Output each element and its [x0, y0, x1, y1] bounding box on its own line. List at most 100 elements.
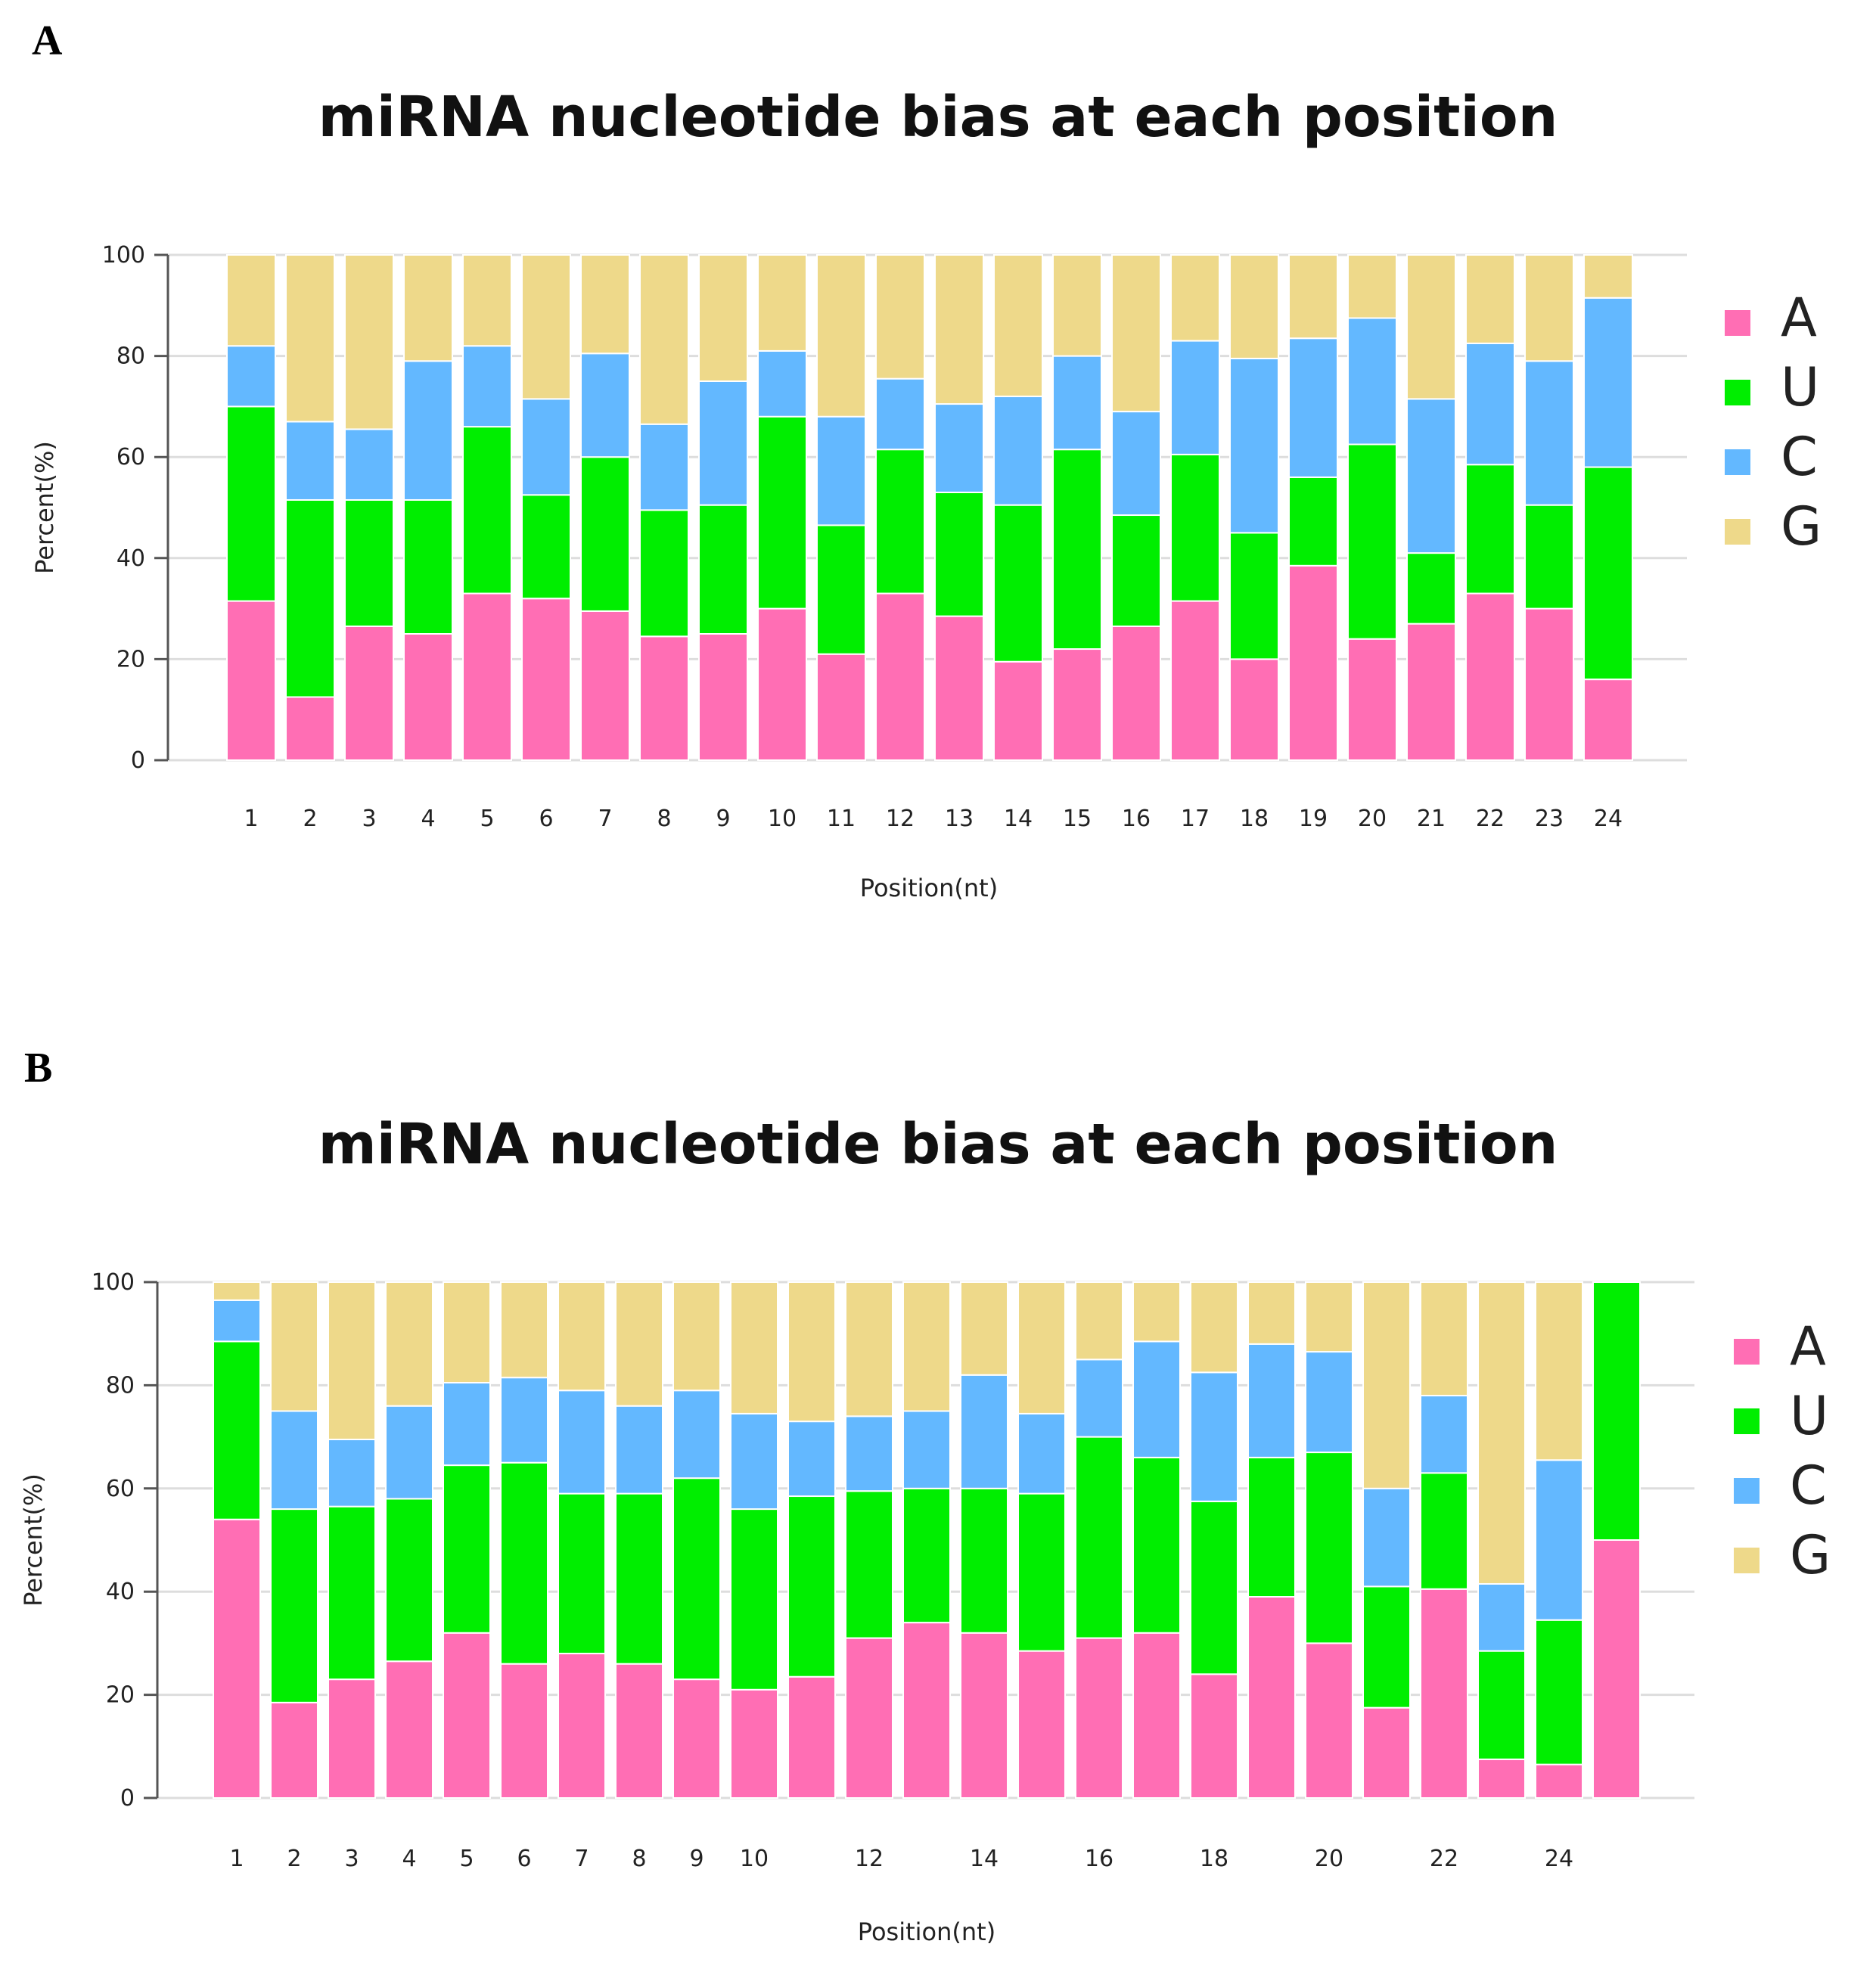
a-bar-17-A — [1170, 600, 1220, 761]
a-bar-17-U — [1170, 453, 1220, 602]
a-bar-17-C — [1170, 340, 1220, 455]
b-bar-2-U — [270, 1508, 318, 1703]
b-ytick-label: 40 — [106, 1579, 135, 1605]
b-bar-22-U — [1420, 1472, 1468, 1590]
b-bar-4-U — [385, 1498, 433, 1663]
b-bar-12-A — [845, 1637, 893, 1799]
a-legend-swatch-G — [1725, 519, 1750, 545]
a-xtick-label-21: 21 — [1417, 806, 1446, 832]
b-bar-4-G — [385, 1281, 433, 1407]
b-legend-swatch-C — [1734, 1478, 1760, 1504]
a-bar-24-A — [1583, 678, 1633, 761]
b-bar-11-G — [787, 1281, 836, 1423]
a-xtick-label-19: 19 — [1299, 806, 1328, 832]
a-bar-14-C — [993, 396, 1043, 506]
b-bar-15-G — [1017, 1281, 1066, 1414]
b-bar-22-A — [1420, 1588, 1468, 1799]
a-bar-22-A — [1465, 592, 1515, 761]
b-bar-7-U — [558, 1492, 606, 1655]
a-xtick-label-7: 7 — [598, 806, 612, 832]
b-bar-23-A — [1477, 1758, 1526, 1799]
b-bar-2-A — [270, 1701, 318, 1799]
a-bar-19-C — [1288, 337, 1338, 478]
b-bar-1-U — [213, 1340, 261, 1520]
b-bar-6-A — [500, 1663, 548, 1799]
a-xtick-label-12: 12 — [886, 806, 915, 832]
b-bar-3-U — [328, 1505, 376, 1681]
a-bar-18-C — [1229, 357, 1279, 534]
b-bar-3-G — [328, 1281, 376, 1441]
a-bar-13-G — [934, 254, 984, 405]
b-bar-5-U — [443, 1464, 491, 1634]
b-bar-9-U — [672, 1477, 721, 1681]
b-bar-14-U — [960, 1487, 1008, 1634]
b-bar-9-G — [672, 1281, 721, 1392]
a-bar-18-G — [1229, 254, 1279, 359]
a-xtick-label-2: 2 — [303, 806, 317, 832]
b-bar-10-U — [730, 1508, 778, 1691]
b-bar-14-G — [960, 1281, 1008, 1376]
a-bar-4-U — [403, 498, 453, 635]
a-bar-1-A — [226, 600, 276, 761]
b-xtick-label-3: 3 — [344, 1846, 359, 1872]
b-bar-8-U — [615, 1492, 663, 1665]
b-bar-1-C — [213, 1299, 261, 1343]
a-bar-4-A — [403, 633, 453, 761]
a-bar-3-U — [344, 498, 394, 627]
a-ytick-label: 100 — [102, 242, 145, 269]
b-bar-13-U — [902, 1487, 951, 1624]
a-legend-swatch-U — [1725, 380, 1750, 405]
a-bar-10-U — [757, 415, 807, 610]
a-bar-12-U — [875, 449, 925, 595]
b-bar-5-C — [443, 1381, 491, 1467]
b-bar-20-A — [1305, 1642, 1353, 1799]
b-bar-6-G — [500, 1281, 548, 1379]
a-bar-8-A — [639, 635, 689, 762]
b-bar-4-A — [385, 1660, 433, 1799]
b-bar-24-A — [1535, 1763, 1583, 1799]
a-bar-14-U — [993, 504, 1043, 663]
b-legend-label-G: G — [1790, 1524, 1831, 1586]
a-xtick-label-10: 10 — [768, 806, 797, 832]
b-bar-10-G — [730, 1281, 778, 1414]
a-bar-21-G — [1406, 254, 1456, 400]
a-bar-19-A — [1288, 564, 1338, 761]
a-bar-20-C — [1347, 317, 1397, 446]
a-xtick-label-4: 4 — [421, 806, 435, 832]
b-bar-13-G — [902, 1281, 951, 1412]
a-bar-6-U — [521, 494, 571, 600]
a-x-axis-label: Position(nt) — [860, 874, 998, 902]
a-bar-2-G — [285, 254, 335, 423]
a-legend-label-C: C — [1781, 426, 1818, 488]
b-bar-17-C — [1132, 1340, 1181, 1458]
a-xtick-label-16: 16 — [1122, 806, 1151, 832]
a-bar-5-U — [462, 426, 512, 595]
b-bar-12-U — [845, 1490, 893, 1639]
b-xtick-label-5: 5 — [459, 1846, 474, 1872]
b-bar-16-C — [1075, 1359, 1123, 1438]
a-bar-15-G — [1052, 254, 1102, 357]
a-bar-6-G — [521, 254, 571, 400]
b-bar-18-U — [1190, 1500, 1238, 1675]
b-xtick-label-20: 20 — [1315, 1846, 1343, 1872]
b-bar-18-A — [1190, 1673, 1238, 1799]
b-xtick-label-18: 18 — [1200, 1846, 1228, 1872]
a-bar-9-U — [698, 504, 748, 635]
b-ytick-label: 0 — [120, 1785, 135, 1812]
b-legend-swatch-G — [1734, 1548, 1760, 1573]
b-bar-19-U — [1247, 1456, 1296, 1598]
b-bar-18-G — [1190, 1281, 1238, 1374]
b-bar-22-G — [1420, 1281, 1468, 1397]
a-bar-8-C — [639, 423, 689, 511]
b-xtick-label-1: 1 — [229, 1846, 244, 1872]
b-bar-24-U — [1535, 1619, 1583, 1765]
a-xtick-label-17: 17 — [1181, 806, 1210, 832]
a-xtick-label-3: 3 — [362, 806, 376, 832]
a-bar-7-U — [580, 456, 630, 612]
a-bar-12-C — [875, 377, 925, 451]
b-bar-19-C — [1247, 1343, 1296, 1458]
a-bar-6-C — [521, 398, 571, 496]
b-xtick-label-8: 8 — [632, 1846, 646, 1872]
b-bar-3-A — [328, 1678, 376, 1799]
